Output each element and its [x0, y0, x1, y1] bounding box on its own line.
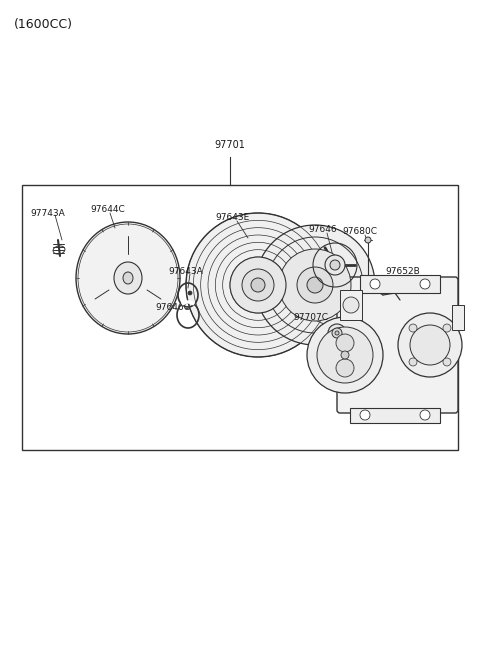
Text: 97652B: 97652B: [385, 268, 420, 276]
Circle shape: [186, 213, 330, 357]
Bar: [340, 290, 362, 320]
Circle shape: [188, 291, 192, 295]
Circle shape: [443, 358, 451, 366]
Circle shape: [325, 255, 345, 275]
Circle shape: [330, 260, 340, 270]
Circle shape: [297, 267, 333, 303]
Text: (1600CC): (1600CC): [14, 18, 73, 31]
Circle shape: [360, 410, 370, 420]
Text: 97680C: 97680C: [342, 228, 377, 237]
FancyBboxPatch shape: [337, 277, 458, 413]
Circle shape: [420, 410, 430, 420]
Circle shape: [251, 278, 265, 292]
Circle shape: [255, 225, 375, 345]
Text: 97646C: 97646C: [155, 304, 190, 312]
Text: 97743A: 97743A: [30, 209, 65, 218]
Circle shape: [328, 324, 346, 342]
Circle shape: [336, 359, 354, 377]
Text: 97644C: 97644C: [90, 205, 125, 215]
Circle shape: [409, 358, 417, 366]
Circle shape: [341, 351, 349, 359]
Text: 97701: 97701: [215, 140, 245, 150]
Circle shape: [398, 313, 462, 377]
Bar: [452, 305, 464, 330]
Circle shape: [343, 297, 359, 313]
Text: 97707C: 97707C: [293, 314, 328, 323]
Circle shape: [443, 324, 451, 332]
Bar: [360, 275, 440, 293]
Text: 97646: 97646: [308, 226, 336, 234]
Bar: [22, 185, 458, 450]
Text: 97643E: 97643E: [215, 213, 249, 222]
Circle shape: [230, 257, 286, 313]
Circle shape: [332, 328, 342, 338]
Circle shape: [420, 279, 430, 289]
Circle shape: [409, 324, 417, 332]
Circle shape: [365, 237, 371, 243]
Circle shape: [410, 325, 450, 365]
Text: 97643A: 97643A: [168, 268, 203, 276]
Circle shape: [336, 334, 354, 352]
Circle shape: [317, 327, 373, 383]
Bar: [350, 408, 440, 423]
Circle shape: [307, 317, 383, 393]
Circle shape: [307, 277, 323, 293]
Circle shape: [279, 249, 351, 321]
Ellipse shape: [123, 272, 133, 284]
Circle shape: [370, 279, 380, 289]
Ellipse shape: [114, 262, 142, 294]
Ellipse shape: [76, 222, 180, 334]
Circle shape: [242, 269, 274, 301]
Circle shape: [335, 331, 339, 335]
